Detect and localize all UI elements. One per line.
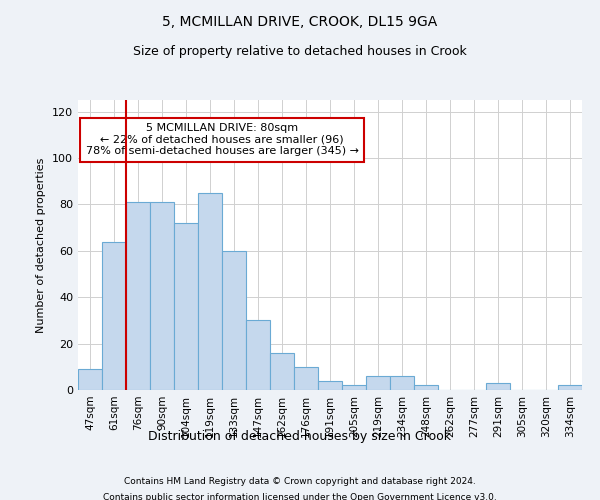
Text: 5, MCMILLAN DRIVE, CROOK, DL15 9GA: 5, MCMILLAN DRIVE, CROOK, DL15 9GA [163,15,437,29]
Bar [390,376,414,390]
Bar [558,386,582,390]
Text: Contains HM Land Registry data © Crown copyright and database right 2024.: Contains HM Land Registry data © Crown c… [124,478,476,486]
Bar [174,223,198,390]
Bar [222,251,246,390]
Bar [126,202,150,390]
Bar [342,386,366,390]
Bar [414,386,438,390]
Bar [270,353,294,390]
Text: Contains public sector information licensed under the Open Government Licence v3: Contains public sector information licen… [103,492,497,500]
Bar [318,380,342,390]
Bar [78,369,102,390]
Bar [102,242,126,390]
Bar [366,376,390,390]
Bar [246,320,270,390]
Bar [150,202,174,390]
Bar [294,367,318,390]
Bar [198,193,222,390]
Text: Size of property relative to detached houses in Crook: Size of property relative to detached ho… [133,45,467,58]
Text: 5 MCMILLAN DRIVE: 80sqm
← 22% of detached houses are smaller (96)
78% of semi-de: 5 MCMILLAN DRIVE: 80sqm ← 22% of detache… [86,123,359,156]
Bar [486,383,510,390]
Y-axis label: Number of detached properties: Number of detached properties [37,158,46,332]
Text: Distribution of detached houses by size in Crook: Distribution of detached houses by size … [149,430,452,443]
